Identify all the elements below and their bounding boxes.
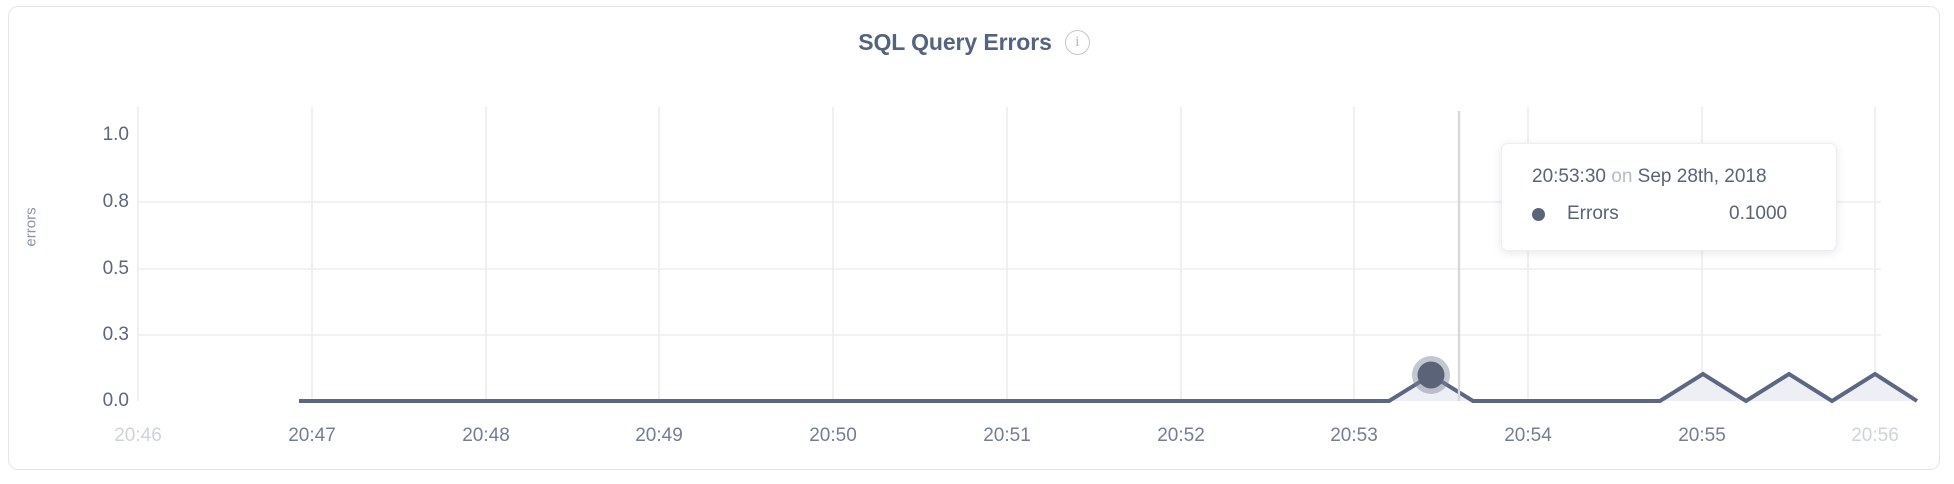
series-line: [299, 371, 1919, 404]
x-tick-9: 20:55: [1678, 425, 1726, 446]
y-tick-3: 0.5: [102, 258, 129, 279]
tooltip-on-word: on: [1611, 166, 1633, 187]
tooltip-series-value: 0.1000: [1729, 203, 1788, 224]
x-tick-4: 20:50: [809, 425, 857, 446]
x-tick-8: 20:54: [1504, 425, 1552, 446]
x-tick-10: 20:56: [1851, 425, 1899, 446]
y-tick-2: 0.8: [102, 191, 129, 212]
x-tick-1: 20:47: [288, 425, 336, 446]
y-tick-5: 0.0: [102, 390, 129, 411]
vertical-gridlines: [137, 107, 1876, 401]
tooltip-series-label: Errors: [1567, 203, 1619, 224]
series-area-fill: [299, 374, 1917, 401]
tooltip-series-row: Errors 0.1000: [1532, 203, 1812, 225]
x-tick-5: 20:51: [983, 425, 1031, 446]
card-header: SQL Query Errors i: [9, 29, 1939, 56]
series-color-dot-icon: [1532, 207, 1545, 221]
y-axis-ticks: 1.0 0.8 0.5 0.3 0.0: [61, 7, 129, 471]
highlight-marker: [1417, 361, 1445, 389]
tooltip-time: 20:53:30: [1532, 166, 1606, 187]
plot-area: errors 1.0 0.8 0.5 0.3 0.0: [9, 7, 1941, 471]
chart-tooltip: 20:53:30 on Sep 28th, 2018 Errors 0.1000: [1501, 143, 1837, 251]
chart-card: SQL Query Errors i errors 1.0 0.8 0.5 0.…: [8, 6, 1940, 470]
x-tick-6: 20:52: [1157, 425, 1205, 446]
y-tick-1: 1.0: [102, 124, 129, 145]
tooltip-timestamp: 20:53:30 on Sep 28th, 2018: [1532, 166, 1812, 188]
x-tick-3: 20:49: [635, 425, 683, 446]
y-tick-4: 0.3: [102, 324, 129, 345]
x-tick-7: 20:53: [1330, 425, 1378, 446]
page-title: SQL Query Errors: [858, 29, 1052, 55]
x-tick-2: 20:48: [462, 425, 510, 446]
info-icon[interactable]: i: [1064, 30, 1090, 55]
tooltip-date: Sep 28th, 2018: [1637, 166, 1767, 187]
x-tick-0: 20:46: [114, 425, 162, 446]
